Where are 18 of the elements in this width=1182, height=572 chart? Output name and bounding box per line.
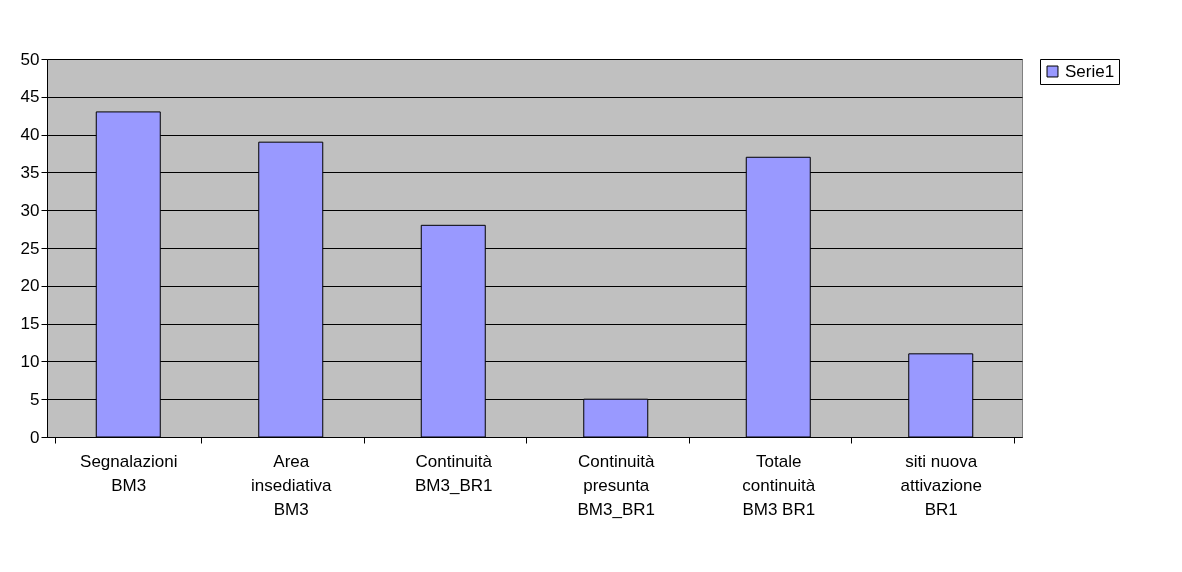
- y-tick-label: 30: [20, 200, 40, 220]
- y-tick-label: 50: [20, 49, 40, 69]
- legend-label: Serie1: [1065, 61, 1115, 81]
- y-tick-label: 0: [30, 427, 40, 447]
- x-tick-label: Continuità BM3_BR1: [415, 451, 493, 495]
- y-tick-label: 10: [20, 351, 40, 371]
- x-tick-label: siti nuova attivazione BR1: [900, 451, 982, 519]
- y-tick-label: 15: [20, 314, 40, 334]
- y-tick-label: 20: [20, 276, 40, 296]
- y-tick-label: 5: [30, 389, 40, 409]
- y-tick-label: 25: [20, 238, 40, 258]
- y-tick-label: 45: [20, 87, 40, 107]
- y-tick-label: 35: [20, 162, 40, 182]
- y-tick-label: 40: [20, 125, 40, 145]
- x-tick-label: Area insediativa BM3: [251, 451, 332, 519]
- x-tick-label: Totale continuità BM3 BR1: [742, 451, 816, 519]
- x-tick-label: Continuità presunta BM3_BR1: [577, 451, 656, 519]
- x-tick-label: Segnalazioni BM3: [80, 451, 178, 495]
